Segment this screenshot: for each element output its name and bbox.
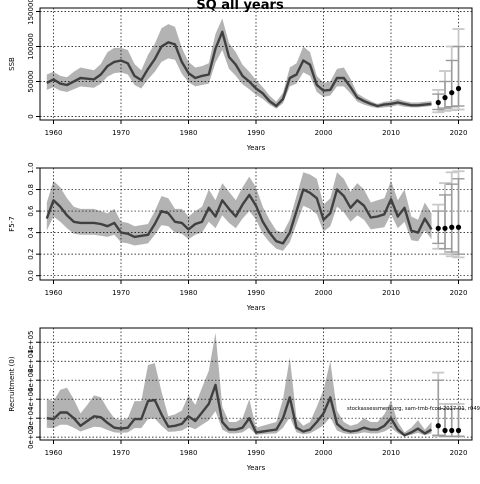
panel-recruitment-0-x-tick-label: 1990 <box>247 449 265 457</box>
panel-ssb-confidence-band <box>46 18 432 109</box>
panel-recruitment-0: 1960 1970 1980 1990 2000 2010 2020 0e+002e+044e… <box>8 327 480 472</box>
panel-ssb-x-tick-label: 1980 <box>180 129 198 137</box>
panel-f5-7-x-tick-label: 1980 <box>180 289 198 297</box>
panel-ssb-x-axis-label: Years <box>246 144 266 152</box>
panel-recruitment-0-x-tick-label: 1980 <box>180 449 198 457</box>
panel-ssb-x-tick-label: 2000 <box>315 129 333 137</box>
panel-ssb-y-tick-label: 50000 <box>27 70 35 92</box>
panel-ssb-x-tick-label: 1960 <box>45 129 63 137</box>
panel-ssb-estimate-line <box>46 30 432 108</box>
panel-recruitment-0-projection-point <box>442 427 448 434</box>
panel-recruitment-0-estimate-line <box>46 383 433 437</box>
panel-recruitment-0-confidence-band <box>46 332 432 437</box>
panel-f5-7-x-tick-label: 2010 <box>382 289 400 297</box>
panel-recruitment-0-y-tick-label: 0e+00 <box>27 425 35 449</box>
panel-ssb-y-tick-label: 100000 <box>27 33 35 60</box>
panel-f5-7-x-tick-label: 1960 <box>45 289 63 297</box>
panel-ssb-y-tick-label: 0 <box>27 114 35 118</box>
panel-recruitment-0-y-tick-label: 4e+04 <box>27 387 35 411</box>
panel-f5-7-y-tick-label: 0.8 <box>27 184 35 195</box>
panel-recruitment-0-y-tick-label: 6e+04 <box>27 368 35 392</box>
panel-ssb-projection-point <box>449 90 455 96</box>
panel-recruitment-0-y-tick-label: 1e+05 <box>27 330 35 354</box>
panel-ssb-x-tick-label: 2020 <box>450 129 468 137</box>
panel-ssb-projection-point <box>435 99 441 106</box>
panel-ssb-y-tick-label: 150000 <box>27 0 35 25</box>
panel-f5-7-x-tick-label: 1970 <box>112 289 130 297</box>
panel-f5-7-y-tick-label: 0.2 <box>27 249 35 260</box>
panel-ssb-projection-point <box>442 95 448 101</box>
panel-f5-7-x-tick-label: 1990 <box>247 289 265 297</box>
panel-f5-7-projection-point <box>442 225 448 231</box>
panel-ssb-x-tick-label: 2010 <box>382 129 400 137</box>
panel-recruitment-0-x-tick-label: 2000 <box>315 449 333 457</box>
panel-f5-7-y-tick-label: 0.0 <box>27 270 35 281</box>
panel-f5-7-estimate-line <box>45 188 433 245</box>
panel-recruitment-0-projection-point <box>435 423 441 429</box>
panel-recruitment-0-y-axis-label: Recruitment (0) <box>8 356 16 411</box>
panel-f5-7-y-axis-label: F5-7 <box>8 216 16 231</box>
figure-title: SQ all years <box>196 0 284 13</box>
panel-recruitment-0-projection-point <box>455 427 462 434</box>
panel-recruitment-0-x-tick-label: 1960 <box>45 449 63 457</box>
panel-recruitment-0-x-tick-label: 2010 <box>382 449 400 457</box>
panel-ssb-x-tick-label: 1970 <box>112 129 130 137</box>
panel-recruitment-0-y-tick-label: 8e+04 <box>27 349 35 373</box>
panel-f5-7-x-tick-label: 2000 <box>315 289 333 297</box>
panel-f5-7-x-tick-label: 2020 <box>450 289 468 297</box>
panel-recruitment-0-x-axis-label: Years <box>246 464 266 472</box>
panel-ssb-x-tick-label: 1990 <box>247 129 265 137</box>
panel-f5-7-projection-point <box>435 225 441 231</box>
panel-f5-7-projection-point <box>455 224 462 230</box>
panel-f5-7-x-axis-label: Years <box>246 304 266 312</box>
panel-ssb-y-axis-label: SSB <box>8 57 16 71</box>
panel-ssb-projection-point <box>455 85 462 92</box>
panel-f5-7-y-tick-label: 0.6 <box>27 205 35 217</box>
panel-recruitment-0-x-tick-label: 1970 <box>112 449 130 457</box>
panel-ssb: 1960 1970 1980 1990 2000 2010 2020 0 50000 100000… <box>8 0 473 152</box>
panel-recruitment-0-projection-point <box>449 427 455 434</box>
panel-recruitment-0-x-tick-label: 2020 <box>450 449 468 457</box>
panel-f5-7: 1960 1970 1980 1990 2000 2010 2020 0.0 0.2 0.4 0.6… <box>8 162 473 312</box>
panel-f5-7-y-tick-label: 1.0 <box>27 162 35 173</box>
panel-recruitment-0-y-tick-label: 2e+04 <box>27 406 35 430</box>
panel-f5-7-y-tick-label: 0.4 <box>27 227 35 239</box>
panel-f5-7-projection-point <box>449 224 455 230</box>
panel-recruitment-0-source-annotation: stockassessment.org, sam-tmb-fcod-2017-0… <box>347 406 480 412</box>
